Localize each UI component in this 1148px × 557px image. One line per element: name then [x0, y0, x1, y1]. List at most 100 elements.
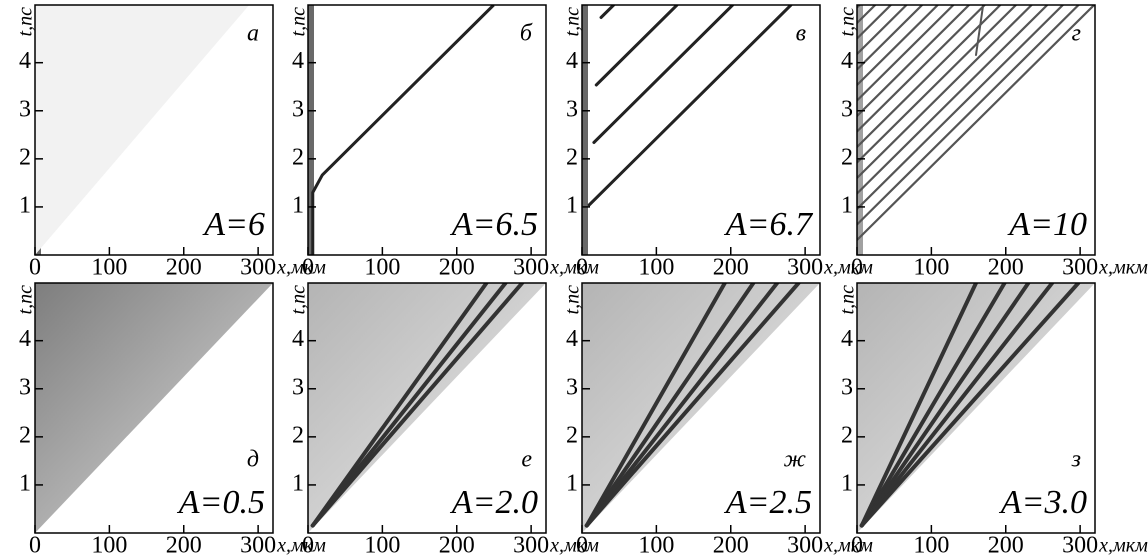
- y-tick-label: 1: [566, 470, 578, 496]
- y-tick-label: 2: [19, 422, 31, 448]
- streak: [310, 283, 525, 528]
- x-axis-label: x,мкм: [1098, 257, 1148, 279]
- streak: [857, 5, 1002, 149]
- y-tick-label: 3: [19, 374, 31, 400]
- field-group: [857, 283, 1095, 533]
- x-tick-label: 300: [787, 255, 823, 281]
- x-tick-label: 300: [1062, 533, 1098, 557]
- y-tick-label: 3: [19, 96, 31, 122]
- y-axis-label: t,пс: [562, 7, 584, 37]
- x-tick-label: 100: [91, 255, 127, 281]
- field-group: [35, 283, 273, 533]
- y-tick-label: 1: [566, 192, 578, 218]
- y-tick-label: 3: [566, 374, 578, 400]
- annotation: A=6.5: [450, 206, 538, 243]
- field: [35, 283, 273, 533]
- x-tick-label: 300: [240, 255, 276, 281]
- x-tick-label: 200: [166, 533, 202, 557]
- y-tick-label: 2: [292, 422, 304, 448]
- x-tick-label: 300: [240, 533, 276, 557]
- plot-frame: [307, 4, 547, 256]
- panel: 0 100 200 300 x,мкм 1 2 3 4 t,пс б A=6.5: [288, 4, 599, 281]
- x-tick-label: 300: [1062, 255, 1098, 281]
- y-axis-label: t,пс: [837, 7, 859, 37]
- y-axis-label: t,пс: [562, 285, 584, 315]
- plot-frame: [581, 4, 821, 256]
- x-tick-label: 100: [913, 255, 949, 281]
- panel-letter: г: [1072, 21, 1081, 47]
- x-axis-label: x,мкм: [823, 535, 873, 557]
- panel: 0 100 200 300 x,мкм 1 2 3 4 t,пс г A=10: [837, 4, 1148, 281]
- streak: [857, 5, 1049, 195]
- y-tick-label: 4: [292, 48, 304, 74]
- y-tick-label: 2: [292, 144, 304, 170]
- panel-letter: в: [796, 21, 806, 47]
- streak: [859, 283, 978, 528]
- y-tick-label: 2: [841, 144, 853, 170]
- streak: [584, 283, 756, 528]
- y-tick-label: 1: [19, 470, 31, 496]
- x-tick-label: 0: [851, 255, 863, 281]
- streak: [859, 283, 1081, 528]
- streak: [857, 5, 1064, 211]
- field-group: [857, 5, 1095, 255]
- panel-letter: д: [247, 447, 259, 473]
- panel: 0 100 200 300 x,мкм 1 2 3 4 t,пс а A=6: [15, 4, 326, 281]
- x-tick-label: 0: [576, 533, 588, 557]
- field: [582, 283, 820, 533]
- streak: [584, 283, 801, 528]
- panel-letter: б: [520, 21, 533, 47]
- field-group: [35, 5, 273, 255]
- y-tick-label: 3: [841, 96, 853, 122]
- edge-streak: [308, 5, 314, 255]
- x-tick-label: 300: [513, 533, 549, 557]
- panel: 0 100 200 300 x,мкм 1 2 3 4 t,пс е A=2.0: [288, 282, 599, 557]
- y-tick-label: 3: [292, 374, 304, 400]
- annotation: A=10: [1007, 206, 1087, 243]
- streak: [857, 5, 908, 56]
- streak: [975, 5, 985, 56]
- y-tick-label: 1: [292, 470, 304, 496]
- plot-bg: [582, 5, 820, 255]
- x-axis-label: x,мкм: [549, 535, 599, 557]
- field-group: [582, 5, 820, 255]
- x-axis-label: x,мкм: [1098, 535, 1148, 557]
- plot-frame: [34, 282, 274, 534]
- y-tick-label: 3: [841, 374, 853, 400]
- panel-letter: з: [1071, 447, 1081, 473]
- field-group: [308, 5, 546, 255]
- panel: 0 100 200 300 x,мкм 1 2 3 4 t,пс з A=3.0: [837, 282, 1148, 557]
- field: [857, 283, 1095, 533]
- y-axis-label: t,пс: [15, 7, 37, 37]
- x-tick-label: 300: [787, 533, 823, 557]
- y-tick-label: 4: [566, 48, 578, 74]
- x-tick-label: 200: [988, 255, 1024, 281]
- annotation: A=2.5: [724, 484, 812, 521]
- x-tick-label: 0: [302, 255, 314, 281]
- x-tick-label: 300: [513, 255, 549, 281]
- x-tick-label: 100: [364, 255, 400, 281]
- edge-streak: [582, 5, 588, 255]
- plot-frame: [34, 4, 274, 256]
- x-axis-label: x,мкм: [549, 257, 599, 279]
- x-tick-label: 100: [91, 533, 127, 557]
- x-tick-label: 200: [713, 533, 749, 557]
- y-tick-label: 2: [19, 144, 31, 170]
- streak: [594, 5, 679, 87]
- y-tick-label: 3: [292, 96, 304, 122]
- y-tick-label: 4: [19, 48, 31, 74]
- y-tick-label: 2: [566, 422, 578, 448]
- streak: [857, 5, 1080, 226]
- panel-letter: ж: [784, 447, 806, 473]
- plot-frame: [307, 282, 547, 534]
- streak: [310, 283, 508, 528]
- streak: [859, 283, 1031, 528]
- y-axis-label: t,пс: [15, 285, 37, 315]
- panel: 0 100 200 300 x,мкм 1 2 3 4 t,пс д A=0.5: [15, 282, 326, 557]
- streak: [857, 5, 955, 102]
- y-axis-label: t,пс: [288, 7, 310, 37]
- streak: [310, 283, 489, 528]
- x-tick-label: 200: [166, 255, 202, 281]
- x-tick-label: 200: [439, 533, 475, 557]
